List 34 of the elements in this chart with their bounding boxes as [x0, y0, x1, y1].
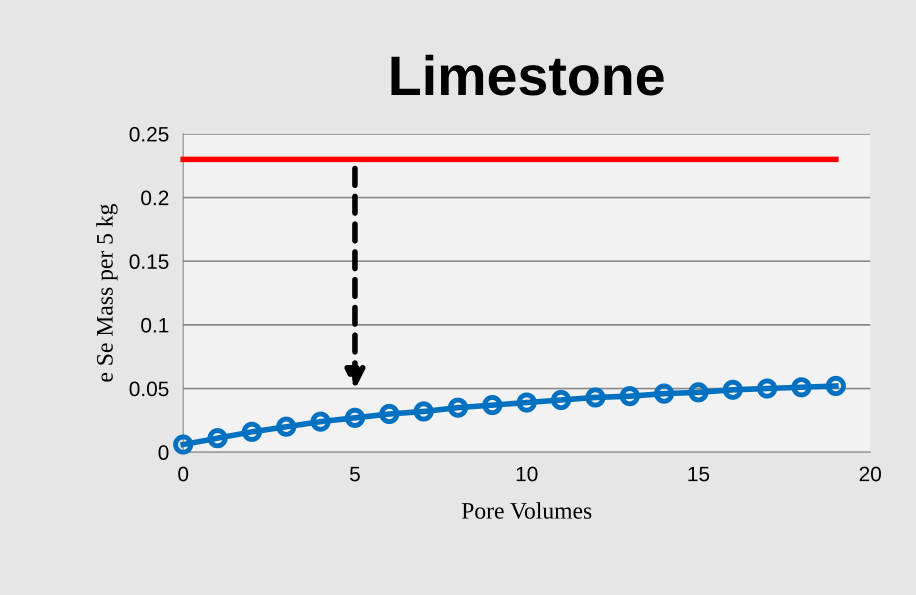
point: [379, 404, 400, 424]
point: [516, 392, 537, 413]
point: [757, 378, 778, 399]
y-axis-title: e Se Mass per 5 kg: [96, 204, 118, 382]
point: [620, 386, 640, 406]
point: [826, 376, 846, 396]
y-tick-label: 0.25: [130, 126, 168, 142]
x-axis-title: Pore Volumes: [462, 502, 592, 519]
point: [173, 434, 194, 455]
point: [344, 408, 366, 428]
x-tick-label: 20: [860, 466, 881, 482]
point: [791, 377, 812, 398]
chart-title: Limestone: [392, 54, 664, 96]
point: [482, 395, 502, 416]
y-tick-label: 0: [158, 445, 168, 460]
y-tick-label: 0.15: [130, 254, 168, 269]
x-tick-label: 10: [516, 466, 538, 482]
point: [310, 412, 331, 432]
point: [550, 390, 572, 410]
point: [722, 380, 743, 400]
y-tick-label: 0.05: [130, 382, 168, 396]
point: [448, 398, 468, 418]
point: [276, 416, 296, 437]
x-tick-label: 0: [178, 466, 188, 482]
point: [688, 382, 709, 402]
point: [207, 428, 228, 448]
y-tick-label: 0.2: [141, 190, 168, 206]
y-tick-label: 0.1: [141, 318, 168, 333]
point: [242, 422, 262, 442]
point: [654, 384, 674, 404]
x-tick-label: 5: [350, 466, 360, 482]
point: [585, 387, 606, 408]
x-tick-label: 15: [688, 466, 710, 482]
point: [414, 401, 434, 422]
